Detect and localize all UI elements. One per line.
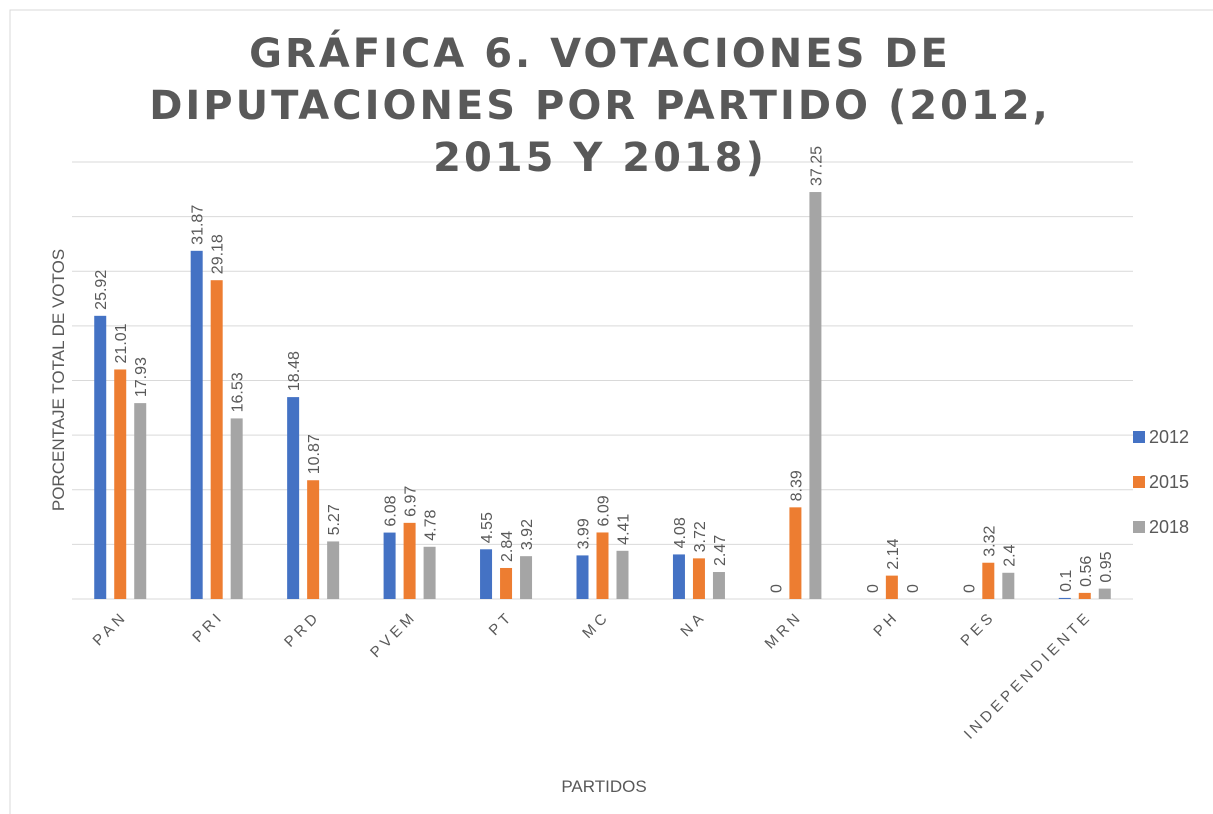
data-label: 0.1 (1058, 570, 1075, 592)
bar (190, 250, 203, 599)
data-label: 6.08 (383, 495, 400, 526)
x-tick-label: PRI (189, 608, 227, 646)
y-axis-title: PORCENTAJE TOTAL DE VOTOS (49, 249, 68, 511)
legend-swatch (1133, 521, 1145, 533)
bar (500, 567, 513, 599)
data-label: 0.56 (1078, 556, 1095, 587)
x-tick-label: NA (677, 608, 709, 640)
bar (982, 562, 995, 599)
data-label: 0 (768, 584, 785, 593)
bar (480, 549, 493, 599)
legend-swatch (1133, 431, 1145, 443)
bar (134, 403, 147, 599)
data-label: 37.25 (808, 146, 825, 186)
data-label: 10.87 (306, 434, 323, 474)
data-label: 25.92 (93, 270, 110, 310)
data-label: 2.14 (885, 538, 902, 569)
bar (210, 280, 223, 599)
bar (1002, 572, 1015, 599)
bar (1058, 597, 1071, 599)
data-label: 4.41 (616, 514, 633, 545)
data-label: 21.01 (113, 323, 130, 363)
data-label: 4.78 (423, 510, 440, 541)
bar (692, 558, 705, 599)
data-label: 0 (905, 584, 922, 593)
data-label: 0 (865, 584, 882, 593)
data-label: 3.92 (519, 519, 536, 550)
x-tick-label: PT (486, 608, 517, 639)
legend-label: 2012 (1149, 427, 1189, 447)
bar (885, 575, 898, 599)
bar (307, 480, 320, 599)
bar (327, 541, 340, 599)
bar (520, 556, 533, 599)
data-label: 5.27 (326, 504, 343, 535)
bar (1098, 588, 1111, 599)
data-label: 4.08 (672, 517, 689, 548)
bar (712, 572, 725, 599)
data-label: 2.47 (712, 535, 729, 566)
bar (383, 532, 396, 599)
chart-title: GRÁFICA 6. VOTACIONES DE DIPUTACIONES PO… (149, 31, 1051, 181)
x-axis-title: PARTIDOS (561, 777, 646, 796)
data-label: 18.48 (286, 351, 303, 391)
legend-label: 2015 (1149, 472, 1189, 492)
bar (423, 546, 436, 599)
x-tick-label: PVEM (367, 608, 420, 661)
x-tick-label: PH (870, 608, 902, 640)
bar (403, 522, 416, 599)
data-label: 0.95 (1098, 551, 1115, 582)
bar (1078, 592, 1091, 599)
data-label: 16.53 (230, 372, 247, 412)
data-label: 8.39 (788, 470, 805, 501)
x-tick-label: PAN (90, 608, 132, 650)
bar (616, 550, 629, 599)
data-label: 3.32 (981, 525, 998, 556)
legend-swatch (1133, 476, 1145, 488)
data-label: 3.72 (692, 521, 709, 552)
chart-border (9, 9, 1213, 814)
bar (230, 418, 243, 599)
data-label: 4.55 (479, 512, 496, 543)
x-tick-label: MC (579, 608, 613, 642)
x-tick-label: PES (957, 608, 999, 650)
bar (789, 507, 802, 599)
bar (576, 555, 589, 599)
bar (672, 554, 685, 599)
data-label: 2.84 (499, 531, 516, 562)
data-label: 3.99 (576, 518, 593, 549)
data-label: 29.18 (210, 234, 227, 274)
data-label: 6.09 (596, 495, 613, 526)
legend-label: 2018 (1149, 517, 1189, 537)
data-label: 6.97 (403, 486, 420, 517)
x-tick-label: PRD (281, 608, 324, 651)
data-label: 0 (961, 584, 978, 593)
data-label: 31.87 (190, 205, 207, 245)
data-label: 2.4 (1001, 544, 1018, 566)
bar (114, 369, 127, 599)
bar (287, 397, 300, 599)
x-tick-label: MRN (762, 608, 807, 653)
bar (596, 532, 609, 599)
bar (809, 192, 822, 599)
bar (94, 315, 107, 599)
data-label: 17.93 (133, 357, 150, 397)
